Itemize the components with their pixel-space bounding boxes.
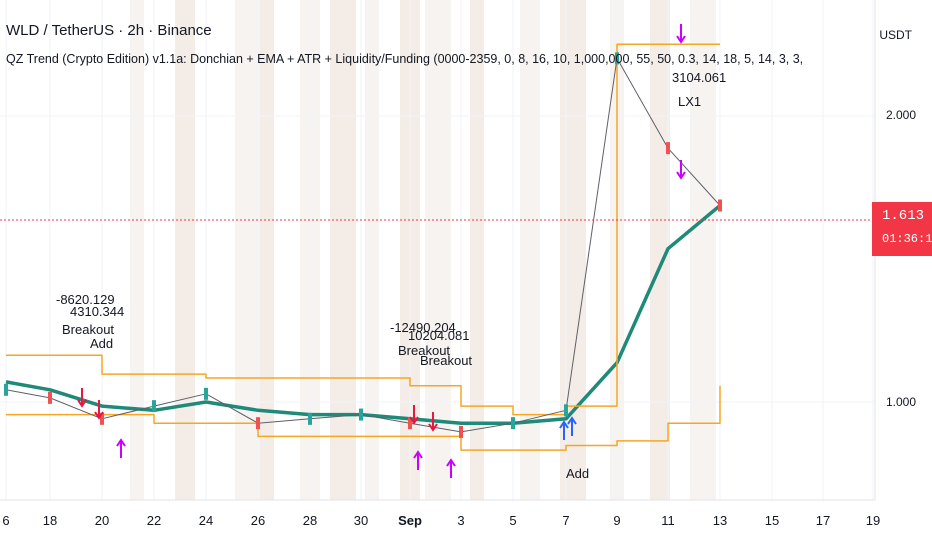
price-point	[408, 421, 412, 425]
x-tick-label: 26	[251, 513, 265, 528]
annotation-label: Breakout	[420, 353, 472, 368]
annotation-label: Add	[90, 336, 113, 351]
signal-arrow-head	[446, 458, 456, 467]
x-tick-label: 24	[199, 513, 213, 528]
annotation-label: -12490.204	[390, 320, 456, 335]
price-point	[308, 417, 312, 421]
x-tick-label: 18	[43, 513, 57, 528]
price-point	[615, 56, 619, 60]
session-band	[425, 0, 451, 500]
x-tick-label: 20	[95, 513, 109, 528]
y-tick-label: 1.000	[886, 395, 917, 409]
session-band	[130, 0, 144, 500]
price-point	[152, 404, 156, 408]
session-band	[365, 0, 379, 500]
y-tick-label: 2.000	[886, 108, 917, 122]
x-tick-label: 30	[354, 513, 368, 528]
x-tick-label: 9	[613, 513, 620, 528]
x-tick-label: 17	[816, 513, 830, 528]
signal-arrow-head	[676, 35, 686, 44]
x-tick-label: 13	[713, 513, 727, 528]
session-band	[520, 0, 540, 500]
indicator-legend[interactable]: QZ Trend (Crypto Edition) v1.1a: Donchia…	[6, 52, 806, 66]
x-axis: 6 18 20 22 24 26 28 30 Sep 3 5 7 9 11 13 15 17 19	[2, 513, 880, 528]
series-layer	[4, 43, 722, 451]
session-band	[560, 0, 586, 500]
price-point	[459, 430, 463, 434]
annotation-label: 10204.081	[408, 328, 469, 343]
x-tick-label: 15	[765, 513, 779, 528]
signal-arrow-head	[676, 171, 686, 180]
signal-markers: -8620.1294310.344BreakoutAdd-12490.20410…	[56, 24, 726, 481]
session-band	[330, 0, 356, 500]
session-band	[470, 0, 484, 500]
series-donchian-lower	[6, 385, 721, 451]
annotation-label: Add	[566, 466, 589, 481]
annotation-label: 4310.344	[70, 304, 124, 319]
x-tick-label: 3	[457, 513, 464, 528]
x-tick-label: 5	[509, 513, 516, 528]
session-band	[175, 0, 195, 500]
x-tick-label: 6	[2, 513, 9, 528]
x-tick-label: 11	[661, 513, 675, 528]
signal-arrow-head	[94, 411, 104, 420]
price-point	[511, 421, 515, 425]
price-point	[48, 396, 52, 400]
annotation-label: Breakout	[398, 343, 450, 358]
bar-countdown: 01:36:16	[882, 232, 932, 246]
annotation-label: 3104.061	[672, 70, 726, 85]
signal-arrow-head	[428, 423, 438, 432]
annotation-label: -8620.129	[56, 292, 115, 307]
signal-arrow-head	[116, 438, 126, 447]
signal-arrow-head	[409, 416, 419, 425]
price-point	[256, 421, 260, 425]
signal-arrow-head	[559, 420, 569, 429]
price-point	[4, 388, 8, 392]
x-tick-label: Sep	[398, 513, 422, 528]
series-donchian-upper	[6, 43, 720, 416]
annotation-label: LX1	[678, 94, 701, 109]
price-badge: 1.613 01:36:16	[872, 202, 932, 256]
x-tick-label: 28	[303, 513, 317, 528]
session-band	[235, 0, 261, 500]
annotation-label: Breakout	[62, 322, 114, 337]
x-tick-label: 7	[562, 513, 569, 528]
session-band	[260, 0, 274, 500]
signal-arrow-head	[567, 416, 577, 425]
grid-lines	[0, 0, 875, 500]
symbol-title[interactable]: WLD / TetherUS · 2h · Binance	[6, 22, 212, 39]
price-point	[564, 408, 568, 412]
price-point	[666, 146, 670, 150]
signal-arrow-head	[77, 399, 87, 408]
session-bands	[130, 0, 716, 500]
price-point	[100, 417, 104, 421]
price-point	[718, 204, 722, 208]
price-point	[359, 413, 363, 417]
x-tick-label: 19	[866, 513, 880, 528]
signal-arrow-head	[413, 450, 423, 459]
price-point	[204, 392, 208, 396]
x-tick-label: 22	[147, 513, 161, 528]
session-band	[690, 0, 716, 500]
currency-label[interactable]: USDT	[879, 28, 912, 42]
last-price: 1.613	[882, 208, 925, 224]
